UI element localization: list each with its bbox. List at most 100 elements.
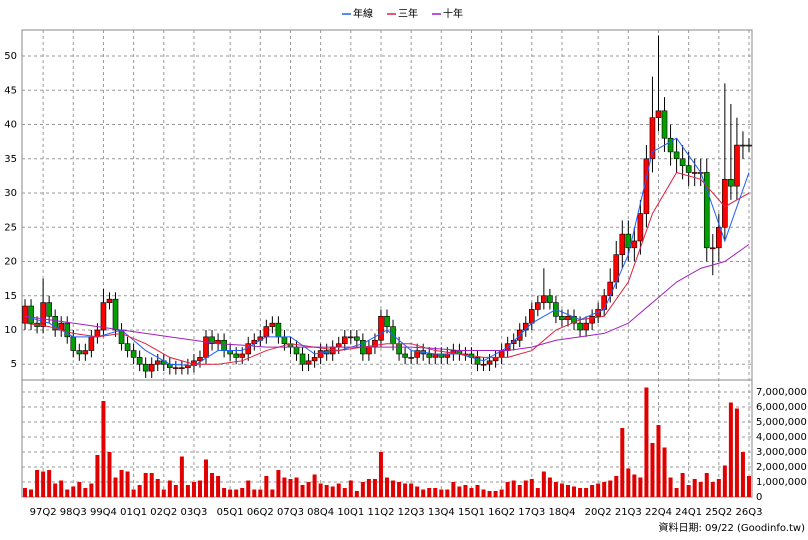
candle-body — [565, 316, 571, 321]
candle-body — [709, 247, 716, 250]
y-tick-label: 25 — [4, 222, 17, 233]
candle-body — [510, 339, 517, 344]
y-tick-label: 50 — [4, 51, 17, 62]
volume-bar — [572, 486, 577, 497]
candle-body — [673, 151, 680, 160]
volume-bar — [427, 488, 432, 497]
y-tick-label: 40 — [4, 120, 17, 131]
volume-bar — [119, 470, 124, 497]
candle-body — [239, 353, 246, 358]
volume-bar — [499, 489, 504, 497]
volume-bar — [53, 483, 58, 497]
volume-bar — [698, 482, 703, 497]
volume-bar — [113, 477, 118, 497]
volume-bar — [505, 482, 510, 497]
volume-bar — [300, 485, 305, 497]
candle-body — [275, 322, 282, 338]
volume-bar — [602, 482, 607, 497]
candle-body — [607, 281, 614, 297]
volume-bar — [385, 477, 389, 497]
y2-tick-label: 0 — [756, 492, 762, 503]
volume-bar — [463, 485, 468, 497]
volume-bar — [445, 489, 450, 497]
y-tick-label: 20 — [4, 257, 17, 268]
candle-body — [136, 357, 143, 365]
candle-body — [535, 302, 541, 310]
volume-bar — [722, 465, 727, 497]
volume-bar — [734, 408, 739, 497]
volume-bar — [240, 488, 245, 497]
candle-body — [740, 144, 746, 147]
volume-bar — [258, 489, 263, 497]
candle-body — [70, 336, 77, 351]
volume-bar — [95, 455, 100, 497]
candle-body — [722, 179, 728, 228]
volume-bar — [197, 480, 202, 497]
volume-bar — [252, 489, 257, 497]
volume-bar — [638, 477, 643, 497]
candle-body — [197, 357, 203, 362]
volume-bar — [161, 489, 166, 497]
x-tick-label: 99Q4 — [90, 507, 117, 518]
x-tick-label: 02Q2 — [150, 507, 177, 518]
volume-bar — [288, 479, 293, 497]
volume-bar — [704, 473, 709, 497]
volume-bar — [366, 479, 371, 497]
y-tick-label: 35 — [4, 154, 17, 165]
volume-bar — [529, 479, 534, 497]
volume-bar — [270, 489, 275, 497]
y-tick-label: 15 — [4, 291, 17, 302]
volume-bar — [149, 473, 154, 497]
volume-bar — [728, 402, 733, 497]
y2-tick-label: 2,000,000 — [756, 462, 807, 473]
candle-body — [492, 357, 499, 362]
x-tick-label: 18Q4 — [548, 507, 575, 518]
volume-bar — [403, 483, 408, 497]
y-tick-label: 30 — [4, 188, 17, 199]
volume-bar — [650, 443, 655, 497]
candle-body — [82, 350, 89, 355]
volume-bar — [596, 483, 601, 497]
candle-body — [571, 316, 577, 324]
volume-bar — [451, 482, 456, 497]
volume-bar — [324, 485, 329, 497]
volume-bar — [191, 482, 196, 497]
candle-body — [541, 295, 547, 303]
candle-body — [203, 336, 209, 358]
candle-body — [52, 316, 58, 331]
x-tick-label: 21Q3 — [615, 507, 642, 518]
volume-bar — [481, 489, 486, 497]
candle-body — [317, 350, 324, 358]
candle-body — [583, 322, 589, 331]
volume-bar — [282, 477, 287, 497]
volume-bar — [23, 488, 28, 497]
volume-bar — [535, 488, 540, 497]
candle-body — [22, 305, 28, 324]
volume-bar — [101, 401, 106, 497]
x-tick-label: 07Q3 — [277, 507, 304, 518]
x-tick-label: 15Q1 — [458, 507, 485, 518]
volume-bar — [397, 482, 402, 497]
x-tick-label: 13Q4 — [428, 507, 455, 518]
candle-body — [703, 172, 710, 249]
candle-body — [438, 353, 445, 358]
y2-tick-label: 1,000,000 — [756, 477, 807, 488]
volume-bar — [674, 488, 679, 497]
candle-body — [341, 336, 348, 344]
volume-bar — [378, 452, 383, 497]
volume-bar — [553, 482, 558, 497]
candle-body — [124, 343, 131, 351]
volume-bar — [167, 480, 172, 497]
candle-body — [631, 240, 638, 249]
volume-bar — [65, 489, 70, 497]
candle-body — [299, 353, 306, 365]
candle-body — [233, 353, 239, 358]
volume-bar — [523, 480, 528, 497]
candle-body — [589, 316, 595, 324]
candle-body — [444, 353, 451, 358]
volume-bar — [71, 486, 76, 497]
volume-bar — [125, 471, 130, 497]
candle-body — [486, 360, 493, 365]
candle-body — [28, 305, 34, 324]
candle-body — [263, 326, 270, 338]
